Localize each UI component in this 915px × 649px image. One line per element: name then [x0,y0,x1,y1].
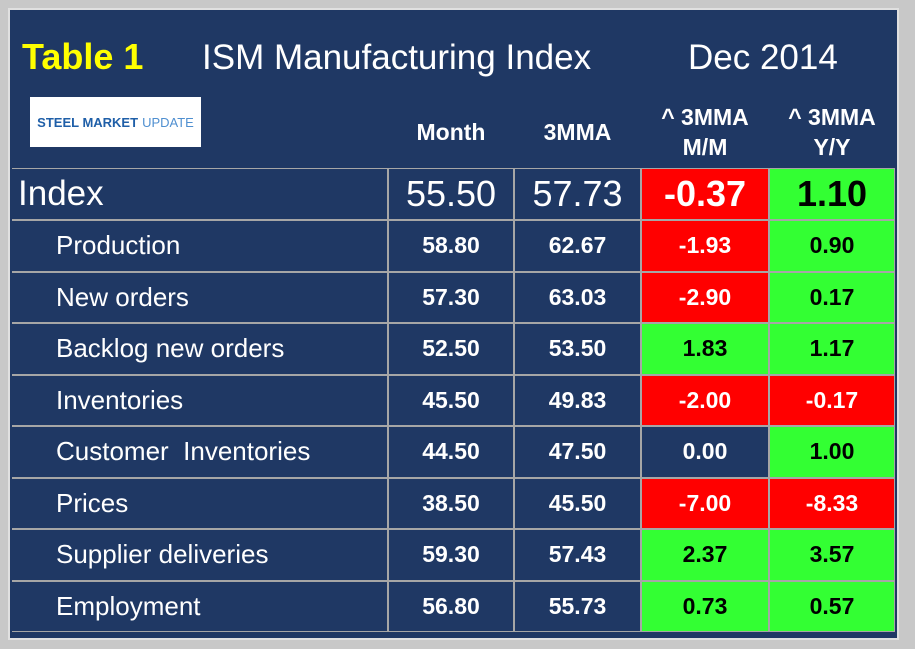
cell-value: 0.00 [641,426,769,478]
cell-value: 0.73 [641,580,769,632]
cell-value: 52.50 [388,323,514,375]
cell-value: 47.50 [514,426,641,478]
row-label: Backlog new orders [12,323,388,375]
column-header: Month [388,98,514,166]
cell-value: 63.03 [514,271,641,323]
row-label: New orders [12,271,388,323]
table-tag: Table 1 [22,36,144,77]
cell-value: -8.33 [769,477,895,529]
cell-value: 55.50 [388,168,514,220]
cell-value: 58.80 [388,220,514,272]
cell-value: 3.57 [769,529,895,581]
logo-text: STEEL MARKET [37,114,139,130]
title: ISM Manufacturing Index [202,38,592,77]
cell-value: 45.50 [514,477,641,529]
cell-value: 55.73 [514,580,641,632]
column-header: 3MMA [514,98,641,166]
row-label: Inventories [12,374,388,426]
cell-value: -2.00 [641,374,769,426]
cell-value: 0.90 [769,220,895,272]
cell-value: -0.17 [769,374,895,426]
cell-value: 1.00 [769,426,895,478]
row-label: Index [12,168,388,220]
cell-value: 57.30 [388,271,514,323]
cell-value: 49.83 [514,374,641,426]
header-line: 3MMA [543,119,612,145]
row-label: Employment [12,580,388,632]
cell-value: 57.43 [514,529,641,581]
date: Dec 2014 [688,38,838,77]
cell-value: -1.93 [641,220,769,272]
cell-value: 1.17 [769,323,895,375]
cell-value: 0.17 [769,271,895,323]
header-line: ^ 3MMA [661,104,749,130]
row-label: Customer Inventories [12,426,388,478]
cell-value: 2.37 [641,529,769,581]
cell-value: 0.57 [769,580,895,632]
cell-value: 62.67 [514,220,641,272]
cell-value: 44.50 [388,426,514,478]
header-line: Month [416,119,486,145]
cell-value: 1.10 [769,168,895,220]
header-line: M/M [682,134,728,160]
header-line: ^ 3MMA [788,104,876,130]
cell-value: 57.73 [514,168,641,220]
cell-value: 53.50 [514,323,641,375]
logo: STEEL MARKET UPDATE [30,97,201,147]
cell-value: -7.00 [641,477,769,529]
row-label: Production [12,220,388,272]
row-label: Supplier deliveries [12,529,388,581]
header-line: Y/Y [813,134,851,160]
cell-value: 45.50 [388,374,514,426]
cell-value: -0.37 [641,168,769,220]
cell-value: 56.80 [388,580,514,632]
column-header: ^ 3MMA M/M [641,98,769,166]
row-label: Prices [12,477,388,529]
logo-text: UPDATE [142,114,194,130]
cell-value: 59.30 [388,529,514,581]
cell-value: -2.90 [641,271,769,323]
cell-value: 1.83 [641,323,769,375]
column-header: ^ 3MMA Y/Y [769,98,895,166]
cell-value: 38.50 [388,477,514,529]
